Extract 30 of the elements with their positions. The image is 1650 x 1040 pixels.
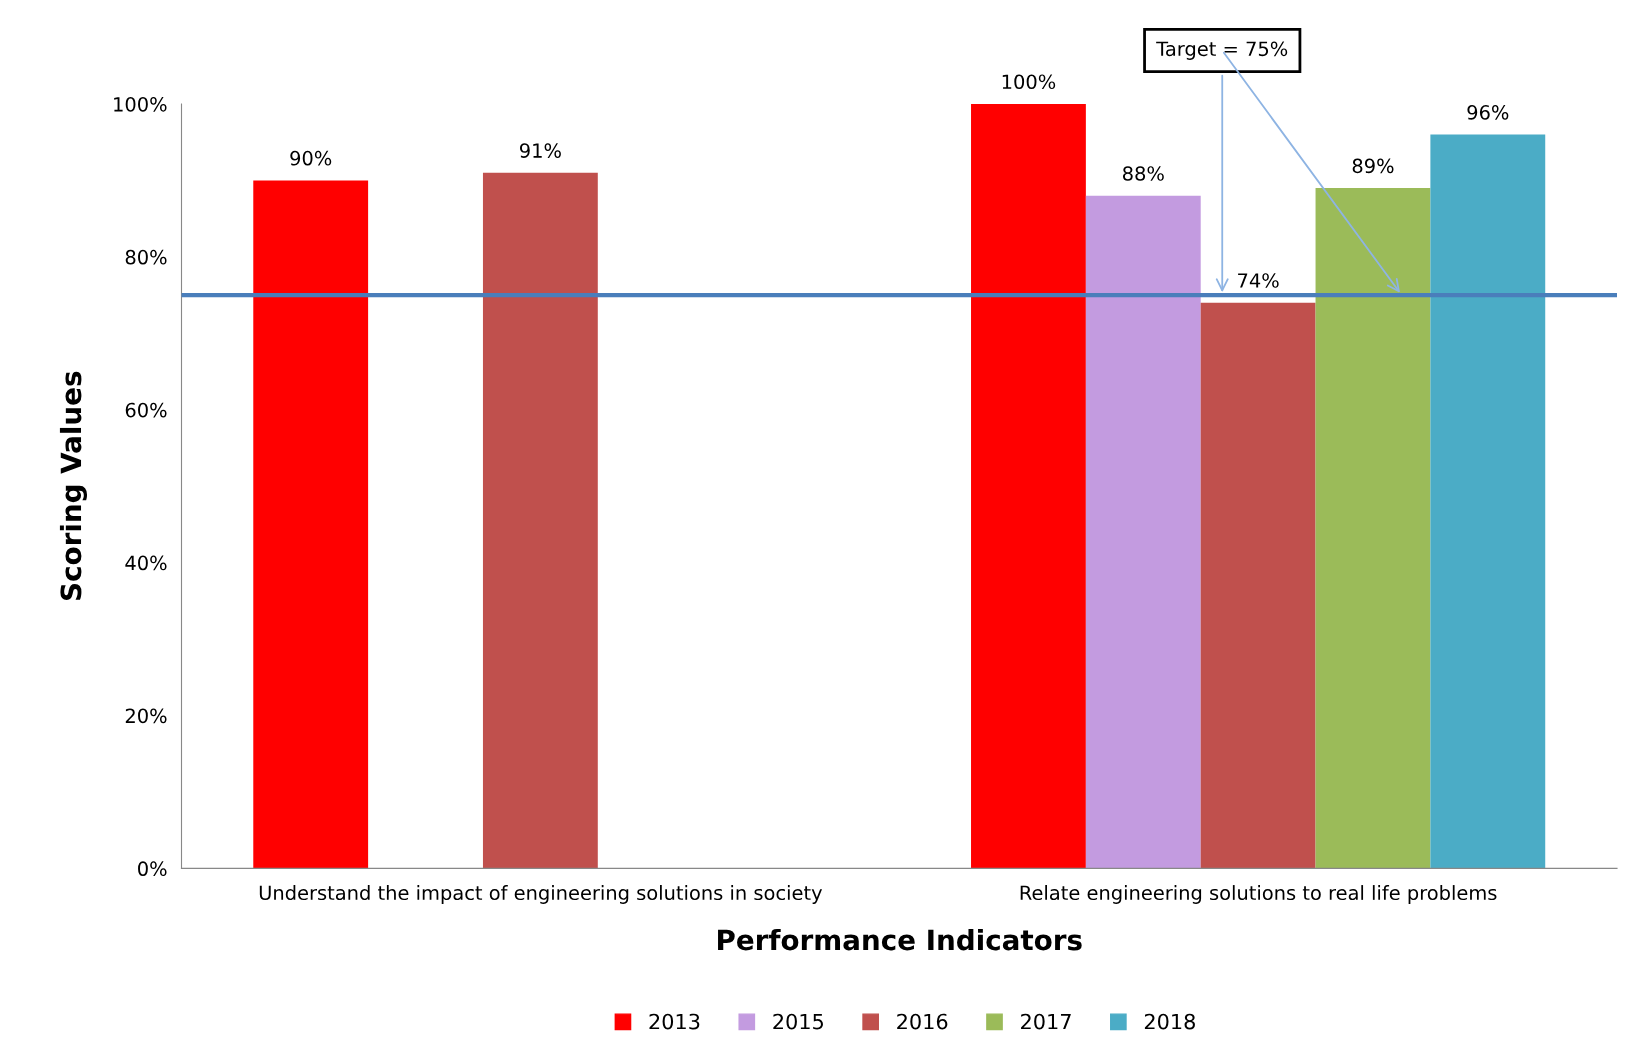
x-tick-label: Relate engineering solutions to real life problems — [1020, 885, 1497, 904]
data-label: 89% — [1352, 158, 1394, 174]
y-tick-label: 20% — [125, 708, 167, 724]
ref-line-label: Target = 75% — [1156, 41, 1288, 60]
x-axis-title: Performance Indicators — [718, 928, 1082, 951]
y-tick-label: 40% — [125, 555, 167, 571]
bar — [482, 172, 598, 869]
data-label: 88% — [1122, 166, 1164, 181]
bar — [1085, 195, 1201, 869]
bar — [253, 180, 369, 869]
legend-label: 2018 — [1144, 1013, 1195, 1030]
legend-label: 2015 — [773, 1013, 823, 1030]
y-tick-label: 0% — [138, 861, 167, 877]
y-tick-label: 60% — [125, 402, 167, 418]
data-label: 91% — [519, 143, 561, 158]
y-tick-label: 80% — [125, 249, 167, 265]
y-axis-title: Scoring Values — [59, 371, 88, 600]
legend-label: 2017 — [1021, 1013, 1071, 1030]
bar — [1315, 188, 1431, 869]
data-label: 100% — [1002, 74, 1056, 90]
bar — [1430, 134, 1546, 869]
y-tick-label: 100% — [114, 96, 167, 112]
bar — [971, 104, 1086, 869]
bar — [1200, 302, 1316, 869]
legend-label: 2013 — [649, 1013, 700, 1030]
legend-label: 2016 — [897, 1013, 948, 1030]
data-label: 90% — [290, 150, 332, 166]
data-label: 74% — [1238, 273, 1279, 288]
data-label: 96% — [1467, 104, 1509, 120]
x-tick-label: Understand the impact of engineering solutions in society — [259, 885, 823, 904]
